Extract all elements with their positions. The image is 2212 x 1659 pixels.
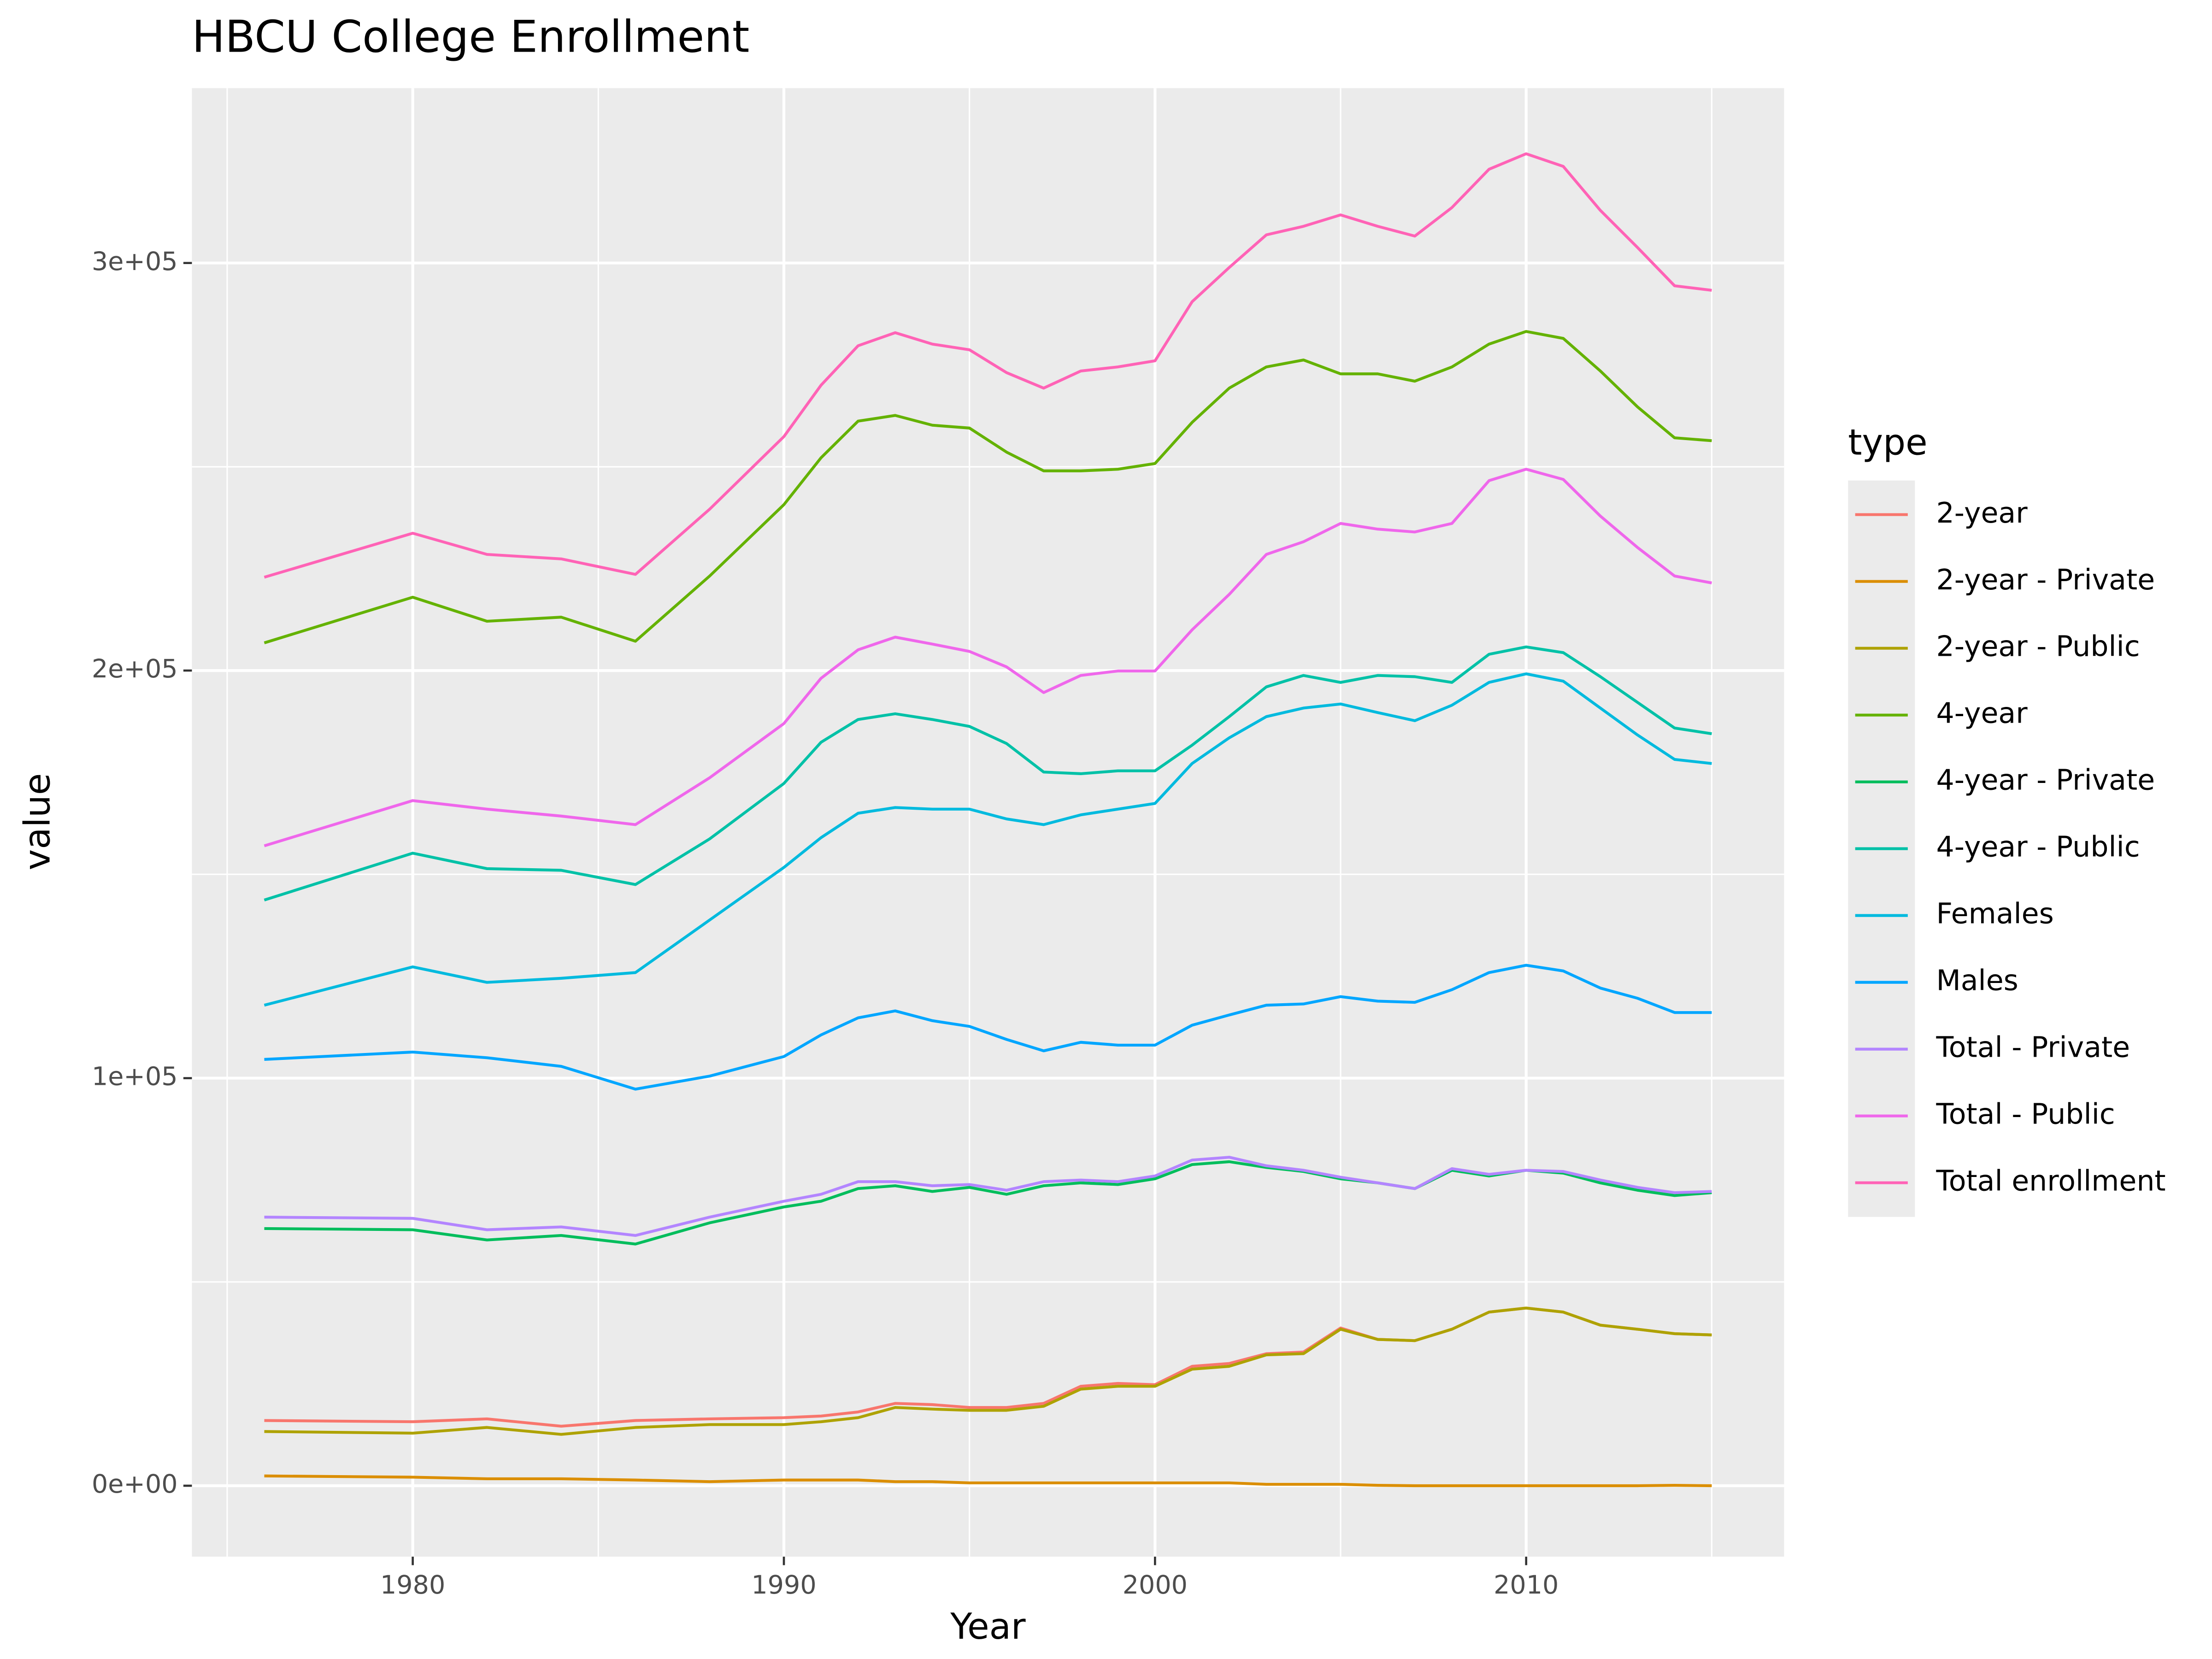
x-tick-label: 2000 [1123, 1570, 1188, 1600]
y-tick-label: 3e+05 [92, 247, 178, 276]
x-tick-label: 2010 [1494, 1570, 1559, 1600]
lines [264, 152, 1712, 1488]
legend-label: 2-year - Public [1936, 630, 2140, 663]
plot-panel [192, 88, 1784, 1557]
x-axis-title: Year [950, 1606, 1026, 1647]
legend-title: type [1848, 422, 1927, 464]
legend-label: 4-year [1936, 697, 2028, 730]
legend-label: 4-year - Private [1936, 764, 2155, 797]
chart-title: HBCU College Enrollment [192, 11, 749, 63]
series-line [264, 1156, 1712, 1237]
y-tick-label: 2e+05 [92, 654, 178, 684]
legend-label: Total - Public [1936, 1098, 2115, 1131]
series-line [264, 964, 1712, 1091]
series-line [264, 330, 1712, 644]
series-line [264, 1306, 1712, 1436]
y-tick-label: 1e+05 [92, 1062, 178, 1092]
grid [192, 88, 1784, 1557]
axes: 1980 1990 2000 2010 0e+00 1e+05 2e+05 3e+05 [92, 247, 1559, 1600]
legend-label: 2-year [1936, 496, 2028, 529]
legend-label: 4-year - Public [1936, 830, 2140, 864]
legend-label: Females [1936, 897, 2054, 930]
legend-label: Total enrollment [1936, 1165, 2166, 1198]
legend-label: Total - Private [1936, 1031, 2130, 1064]
series-line [264, 152, 1712, 579]
y-axis-title: value [17, 773, 58, 871]
x-tick-label: 1990 [751, 1570, 816, 1600]
x-tick-label: 1980 [380, 1570, 445, 1600]
series-line [264, 1474, 1712, 1488]
series-line [264, 468, 1712, 847]
legend: 2-year 2-year - Private 2-year - Public 4-y… [1848, 480, 2166, 1217]
series-line [264, 672, 1712, 1007]
series-line [264, 645, 1712, 902]
y-tick-label: 0e+00 [92, 1469, 178, 1499]
legend-label: Males [1936, 964, 2018, 997]
legend-label: 2-year - Private [1936, 563, 2155, 596]
